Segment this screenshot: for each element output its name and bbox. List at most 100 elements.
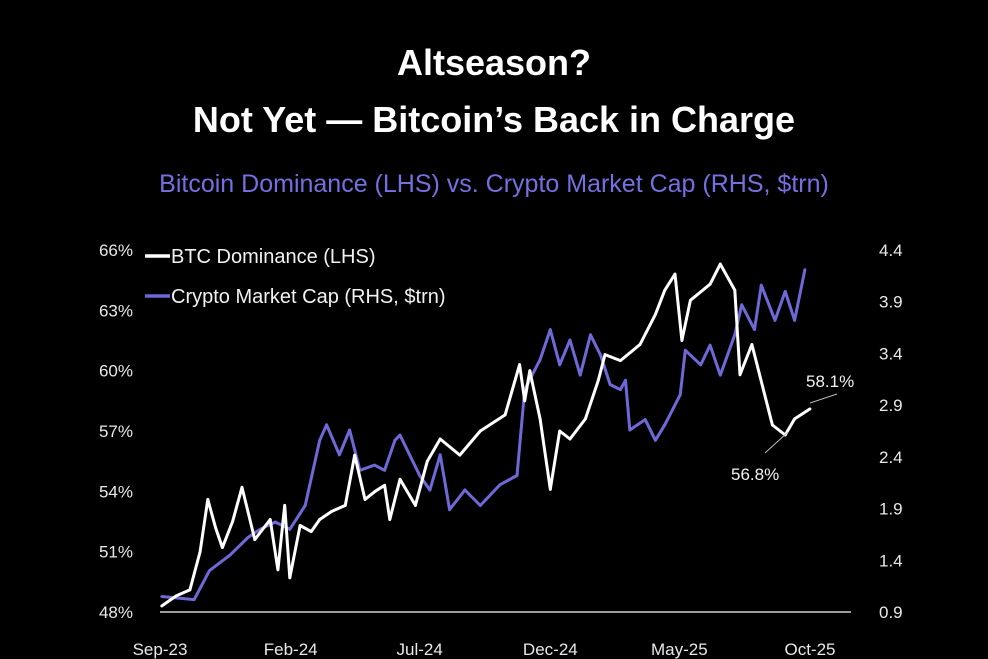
btc-dominance-line-point [708, 282, 712, 286]
btc-dominance-line-point [808, 407, 812, 411]
btc-dominance-line-point [503, 413, 507, 417]
market-cap-line-point [478, 504, 482, 507]
btc-dominance-line-point [206, 497, 210, 501]
chart-title-line2: Not Yet — Bitcoin’s Back in Charge [192, 99, 796, 140]
market-cap-line-point [288, 527, 292, 531]
annotation-58-1: 58.1% [806, 372, 854, 391]
market-cap-line-point [558, 363, 562, 367]
market-cap-line-point [618, 388, 622, 392]
btc-dominance-line-point [663, 288, 667, 292]
market-cap-line-point [418, 474, 422, 477]
market-cap-line-point [448, 508, 451, 512]
market-cap-line-point [708, 343, 712, 347]
market-cap-line-point [733, 333, 737, 337]
btc-dominance-line-point [596, 379, 600, 383]
market-cap-line-point [624, 378, 627, 382]
market-cap-line-point [699, 363, 703, 367]
market-cap-line-point [498, 483, 502, 487]
right-tick-label: 4.4 [879, 241, 903, 260]
market-cap-line-point [428, 488, 432, 492]
btc-dominance-line-point [680, 339, 684, 342]
right-tick-label: 2.9 [879, 396, 903, 415]
btc-dominance-line-point [330, 510, 334, 513]
btc-dominance-line-point [528, 369, 532, 373]
market-cap-line [161, 269, 807, 602]
btc-dominance-line-point [363, 497, 367, 501]
market-cap-line-point [628, 428, 632, 432]
market-cap-line-point [599, 354, 603, 357]
btc-dominance-line-point [283, 504, 287, 507]
market-cap-line-point [192, 598, 196, 601]
btc-dominance-line-point [288, 576, 292, 580]
market-cap-line-point [246, 536, 250, 539]
market-cap-line-point [589, 333, 592, 337]
market-cap-line-point [318, 438, 322, 442]
btc-dominance-line-point [750, 343, 754, 346]
btc-dominance-line-point [253, 538, 257, 541]
legend-label-btc: BTC Dominance (LHS) [171, 246, 376, 268]
market-cap-line-point [398, 433, 402, 437]
btc-dominance-line-point [618, 359, 622, 363]
btc-dominance-line-point [353, 453, 357, 457]
x-tick-label: May-25 [651, 640, 708, 659]
market-cap-line-point [740, 303, 744, 307]
btc-dominance-line-point [160, 604, 164, 608]
btc-dominance-line-point [793, 417, 797, 421]
chart-subtitle: Bitcoin Dominance (LHS) vs. Crypto Marke… [159, 170, 829, 198]
btc-dominance-line-point [240, 485, 244, 489]
market-cap-line-point [337, 453, 341, 457]
btc-dominance-line-point [276, 568, 280, 572]
market-cap-line-point [568, 338, 572, 342]
btc-dominance-line-point [220, 546, 224, 550]
left-tick-label: 51% [99, 543, 133, 562]
right-tick-label: 1.9 [879, 500, 903, 519]
x-axis-ticks: Sep-23 Feb-24 Jul-24 Dec-24 May-25 Oct-25 [133, 640, 836, 659]
market-cap-line-point [383, 468, 387, 472]
btc-dominance-line-point [718, 262, 722, 266]
market-cap-line-point [303, 504, 307, 507]
left-tick-label: 60% [99, 362, 133, 381]
btc-dominance-line-point [458, 453, 462, 457]
left-tick-label: 57% [99, 422, 133, 441]
btc-dominance-line-point [398, 477, 402, 481]
legend-label-market-cap: Crypto Market Cap (RHS, $trn) [171, 286, 446, 308]
x-tick-label: Oct-25 [784, 640, 835, 659]
btc-dominance-line-point [298, 524, 302, 527]
market-cap-line-point [663, 423, 667, 427]
btc-dominance-line-point [771, 423, 774, 427]
annotation-leader-58 [809, 393, 838, 404]
chart-title-line1: Altseason? [396, 42, 592, 83]
btc-dominance-line-point [538, 417, 542, 421]
x-tick-label: Jul-24 [397, 640, 443, 659]
market-cap-line-point [273, 520, 277, 524]
btc-dominance-line-point [673, 272, 677, 276]
market-cap-line-point [793, 318, 797, 322]
btc-dominance-line-point [438, 437, 442, 441]
left-tick-label: 54% [99, 482, 133, 501]
right-tick-label: 3.4 [879, 344, 903, 363]
market-cap-line-point [643, 418, 647, 422]
btc-dominance-line-point [558, 429, 562, 433]
btc-dominance-line-point [638, 343, 642, 346]
btc-dominance-line-point [188, 588, 192, 592]
market-cap-line-point [608, 383, 612, 386]
market-cap-line-point [325, 423, 328, 427]
right-tick-label: 2.4 [879, 448, 903, 467]
btc-dominance-line-point [425, 459, 429, 463]
market-cap-line-point [515, 474, 519, 477]
market-cap-line-point [438, 453, 442, 457]
btc-dominance-line-point [568, 437, 572, 441]
market-cap-line-point [683, 348, 687, 352]
market-cap-line-point [372, 463, 376, 467]
btc-dominance-line-point [478, 429, 482, 433]
btc-dominance-line-point [343, 504, 347, 507]
btc-dominance-line-point [388, 518, 392, 521]
market-cap-line-point [228, 553, 232, 557]
btc-dominance-line-point [548, 487, 552, 491]
legend: BTC Dominance (LHS) Crypto Market Cap (R… [145, 246, 446, 308]
btc-dominance-line-point [583, 417, 587, 421]
btc-dominance-line-point [689, 298, 692, 302]
btc-dominance-line-point [268, 518, 272, 521]
market-cap-line-point [348, 428, 352, 432]
market-cap-line-point [678, 393, 682, 397]
